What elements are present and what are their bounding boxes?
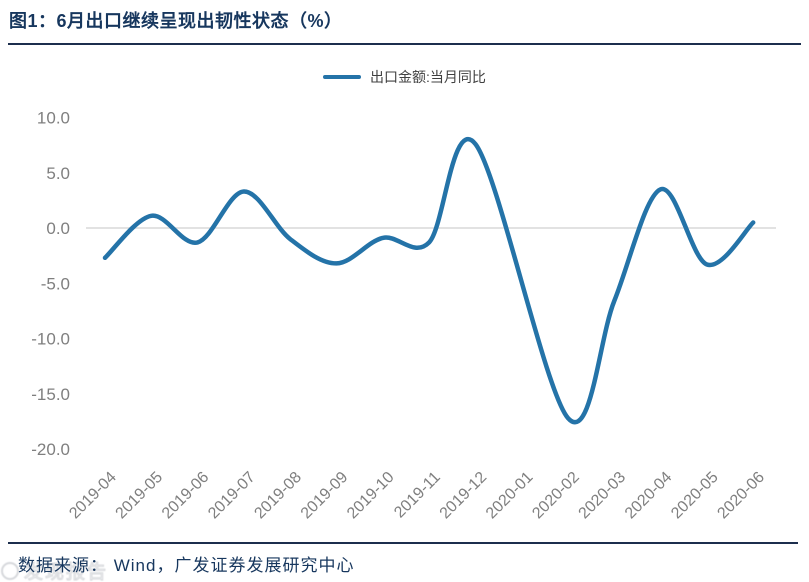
watermark-text: 发现报告 — [23, 562, 109, 582]
x-axis-tick-label: 2020-04 — [622, 469, 676, 523]
y-axis-tick-label: -5.0 — [41, 274, 70, 293]
watermark-logo-icon — [1, 561, 19, 580]
x-axis-tick-label: 2019-11 — [391, 469, 444, 522]
site-watermark: 发现报告 — [1, 557, 108, 582]
x-axis-tick-label: 2020-01 — [483, 469, 537, 523]
x-axis-tick-label: 2019-10 — [344, 469, 398, 523]
y-axis-tick-label: -10.0 — [31, 330, 70, 349]
x-axis-tick-label: 2019-05 — [113, 469, 167, 523]
x-axis-tick-label: 2019-04 — [66, 469, 120, 523]
y-axis-tick-labels: 10.0 5.0 0.0 -5.0 -10.0 -15.0 -20.0 — [31, 109, 70, 460]
x-axis-tick-label: 2020-03 — [576, 469, 630, 523]
y-axis-tick-label: -20.0 — [31, 440, 70, 459]
x-axis-tick-label: 2019-08 — [251, 469, 305, 523]
legend-label: 出口金额:当月同比 — [370, 69, 486, 85]
x-axis-tick-label: 2020-02 — [529, 469, 583, 523]
y-axis-tick-label: 0.0 — [46, 219, 70, 238]
x-axis-tick-label: 2019-07 — [205, 469, 259, 523]
series-line-export-yoy — [102, 137, 756, 425]
x-axis-tick-label: 2020-05 — [668, 469, 722, 523]
x-axis-tick-labels: 2019-042019-052019-062019-072019-082019-… — [66, 469, 768, 523]
x-axis-tick-label: 2020-06 — [714, 469, 768, 523]
y-axis-tick-label: 5.0 — [46, 164, 70, 183]
x-axis-tick-label: 2019-06 — [159, 469, 213, 523]
chart-legend: 出口金额:当月同比 — [0, 66, 809, 88]
data-source-note: 数据来源： Wind，广发证券发展研究中心 — [18, 556, 355, 575]
figure-title: 图1：6月出口继续呈现出韧性状态（%） — [9, 11, 343, 31]
y-axis-tick-label: -15.0 — [31, 385, 70, 404]
legend-line-swatch — [323, 75, 362, 79]
footer-divider — [8, 542, 798, 544]
x-axis-tick-label: 2019-12 — [437, 469, 491, 523]
x-axis-tick-label: 2019-09 — [298, 469, 352, 523]
title-divider — [8, 43, 801, 45]
y-axis-tick-label: 10.0 — [37, 109, 70, 128]
